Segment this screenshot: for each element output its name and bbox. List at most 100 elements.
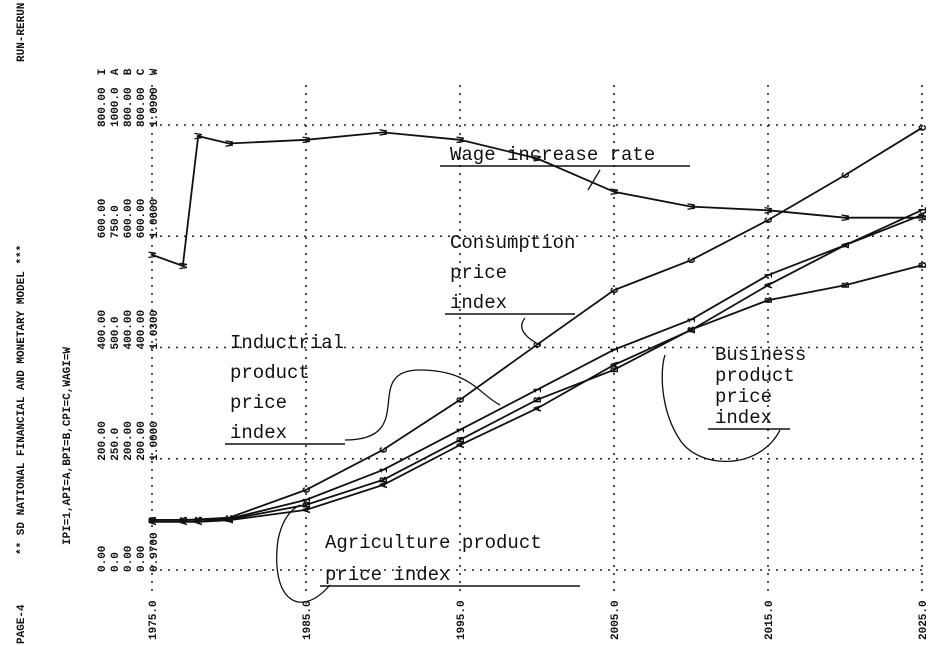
x-tick-label: 2015.0	[764, 600, 776, 640]
point-marker: C	[194, 516, 206, 523]
point-marker: A	[225, 516, 237, 523]
y-tick-label: 1.0900	[149, 87, 161, 127]
y-tick-label: 250.0	[110, 428, 122, 461]
point-marker: 1	[918, 206, 929, 213]
x-tick-label: 1975.0	[148, 600, 160, 640]
point-marker: C	[179, 516, 191, 523]
point-marker: W	[148, 251, 160, 258]
point-marker: W	[687, 203, 699, 210]
point-marker: W	[610, 188, 622, 195]
point-marker: W	[841, 214, 853, 221]
x-tick-label: 1995.0	[456, 600, 468, 640]
point-marker: A	[179, 518, 191, 525]
run-label: RUN-RERUN	[16, 3, 28, 62]
annotation: Consumption	[450, 232, 575, 254]
point-marker: B	[918, 261, 929, 268]
point-marker: W	[456, 136, 468, 143]
point-marker: 1	[610, 346, 622, 353]
y-tick-label: 0.0	[110, 552, 122, 572]
y-tick-label: 0.9700	[149, 532, 161, 572]
point-marker: A	[687, 326, 699, 333]
point-marker: B	[225, 516, 237, 523]
y-tick-label: 0.00	[97, 546, 109, 572]
x-tick-label: 2005.0	[610, 600, 622, 640]
series-line	[152, 214, 923, 523]
point-marker: C	[764, 216, 776, 223]
y-tick-label: 400.00	[97, 310, 109, 350]
point-marker: W	[194, 132, 206, 139]
point-marker: C	[610, 287, 622, 294]
axis-name: I	[97, 69, 109, 76]
annotation: Wage increase rate	[450, 144, 655, 166]
point-marker: B	[379, 476, 391, 483]
y-tick-label: 600.00	[123, 199, 135, 239]
y-tick-label: 200.00	[97, 421, 109, 461]
annotation: Inductrial	[230, 332, 344, 354]
axis-name: C	[136, 68, 148, 75]
point-marker: C	[841, 171, 853, 178]
point-marker: B	[302, 501, 314, 508]
point-marker: C	[148, 516, 160, 523]
page-label: PAGE-4	[16, 604, 28, 644]
y-tick-label: 200.00	[123, 421, 135, 461]
legend: IPI=1,API=A,BPI=B,CPI=C,WAGI=W	[62, 347, 74, 545]
annotation: index	[450, 292, 507, 314]
axis-name: B	[123, 68, 135, 75]
point-marker: B	[687, 326, 699, 333]
point-marker: 1	[764, 271, 776, 278]
annotation: Agriculture product	[325, 532, 542, 554]
y-tick-label: 750.0	[110, 205, 122, 238]
series-line	[152, 127, 923, 521]
point-marker: A	[841, 241, 853, 248]
point-marker: W	[379, 129, 391, 136]
point-marker: W	[533, 155, 545, 162]
leader	[587, 169, 601, 191]
point-marker: W	[225, 140, 237, 147]
y-tick-label: 0.00	[123, 546, 135, 572]
annotation: price index	[325, 564, 450, 586]
point-marker: C	[918, 124, 929, 131]
annotation: product	[230, 362, 310, 384]
point-marker: A	[610, 361, 622, 368]
y-tick-label: 1.0300	[149, 310, 161, 350]
series-line	[151, 131, 922, 268]
y-tick-label: 800.00	[123, 87, 135, 127]
y-tick-label: 800.00	[97, 87, 109, 127]
annotation: price	[450, 262, 507, 284]
annotation: product	[715, 365, 795, 387]
point-marker: 1	[533, 386, 545, 393]
point-marker: A	[764, 282, 776, 289]
y-tick-label: 600.00	[136, 199, 148, 239]
point-marker: A	[194, 518, 206, 525]
y-tick-label: 800.00	[136, 87, 148, 127]
leader	[521, 317, 541, 346]
point-marker: W	[918, 214, 929, 221]
point-marker: 1	[687, 316, 699, 323]
point-marker: 1	[302, 496, 314, 503]
point-marker: B	[610, 366, 622, 373]
point-marker: W	[302, 136, 314, 143]
point-marker: B	[456, 436, 468, 443]
point-marker: B	[764, 297, 776, 304]
point-marker: B	[533, 396, 545, 403]
annotation: Business	[715, 344, 806, 366]
point-marker: W	[764, 207, 776, 214]
y-tick-label: 0.00	[136, 546, 148, 572]
point-marker: C	[687, 256, 699, 263]
y-tick-label: 1.0600	[149, 199, 161, 239]
y-tick-label: 400.00	[123, 310, 135, 350]
point-marker: A	[148, 518, 160, 525]
point-marker: C	[302, 486, 314, 493]
y-tick-label: 500.0	[110, 316, 122, 349]
leader	[276, 504, 331, 603]
x-tick-label: 1985.0	[302, 600, 314, 640]
annotation: index	[715, 407, 772, 429]
point-marker: B	[841, 282, 853, 289]
annotation: index	[230, 422, 287, 444]
point-marker: 1	[456, 426, 468, 433]
axis-name: W	[149, 68, 161, 75]
y-tick-label: 1.0000	[149, 421, 161, 461]
y-tick-label: 200.00	[136, 421, 148, 461]
point-marker: C	[533, 341, 545, 348]
point-marker: A	[456, 441, 468, 448]
